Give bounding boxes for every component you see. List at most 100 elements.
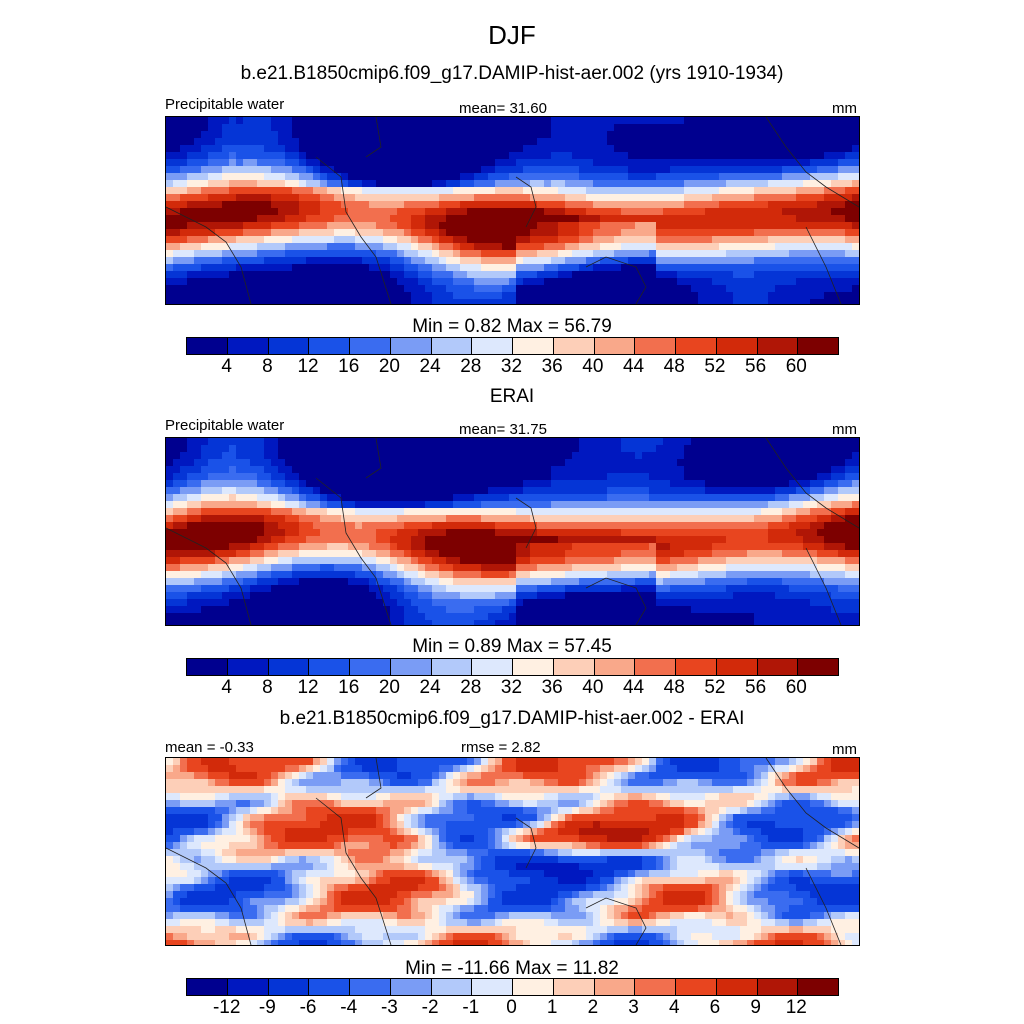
field-cell [789,229,797,237]
field-cell [523,445,531,453]
field-cell [320,494,328,502]
field-cell [250,145,258,153]
field-cell [726,536,734,544]
field-cell [621,131,629,139]
field-cell [460,229,468,237]
field-cell [614,131,622,139]
field-cell [642,592,650,600]
field-cell [810,501,818,509]
field-cell [656,201,664,209]
field-cell [390,229,398,237]
field-cell [446,124,454,132]
field-cell [229,508,237,516]
field-cell [306,480,314,488]
field-cell [516,222,524,230]
field-cell [194,501,202,509]
field-cell [558,187,566,195]
field-cell [824,299,832,304]
field-cell [530,201,538,209]
field-cell [292,292,300,300]
field-cell [691,480,699,488]
field-cell [614,508,622,516]
field-cell [810,515,818,523]
field-cell [488,466,496,474]
field-cell [747,131,755,139]
field-cell [362,229,370,237]
field-cell [803,557,811,565]
coastline [585,256,647,304]
field-cell [334,529,342,537]
field-cell [789,487,797,495]
field-cell [215,257,223,265]
field-cell [586,180,594,188]
field-cell [292,501,300,509]
field-cell [761,159,769,167]
field-cell [264,138,272,146]
field-cell [551,236,559,244]
field-cell [551,445,559,453]
field-cell [670,222,678,230]
field-cell [698,515,706,523]
field-cell [831,159,839,167]
field-cell [425,215,433,223]
field-cell [285,194,293,202]
field-cell [775,536,783,544]
field-cell [320,131,328,139]
field-cell [236,194,244,202]
field-cell [418,299,426,304]
field-cell [334,222,342,230]
field-cell [579,264,587,272]
field-cell [208,264,216,272]
field-cell [257,131,265,139]
field-cell [663,124,671,132]
field-cell [194,250,202,258]
coastline [765,117,859,208]
field-cell [684,222,692,230]
field-cell [509,145,517,153]
field-cell [831,508,839,516]
field-cell [502,494,510,502]
field-cell [754,250,762,258]
field-cell [201,494,209,502]
field-cell [712,159,720,167]
field-cell [376,299,384,304]
field-cell [257,285,265,293]
field-cell [677,159,685,167]
field-cell [334,585,342,593]
field-cell [775,201,783,209]
field-cell [467,592,475,600]
field-cell [824,543,832,551]
field-cell [579,508,587,516]
field-cell [768,264,776,272]
field-cell [845,459,853,467]
field-cell [250,173,258,181]
field-cell [250,494,258,502]
field-cell [320,236,328,244]
field-cell [712,585,720,593]
field-cell [271,180,279,188]
field-cell [544,473,552,481]
field-cell [747,250,755,258]
field-cell [180,229,188,237]
field-cell [334,564,342,572]
field-cell [670,131,678,139]
field-cell [313,529,321,537]
field-cell [593,536,601,544]
field-cell [446,515,454,523]
field-cell [768,222,776,230]
panel2-map [165,437,860,626]
field-cell [292,187,300,195]
field-cell [831,194,839,202]
field-cell [201,501,209,509]
field-cell [257,124,265,132]
field-cell [705,124,713,132]
field-cell [278,578,286,586]
field-cell [628,292,636,300]
field-cell [187,271,195,279]
field-cell [334,452,342,460]
field-cell [593,229,601,237]
field-cell [838,487,846,495]
field-cell [831,173,839,181]
field-cell [712,473,720,481]
field-cell [355,529,363,537]
